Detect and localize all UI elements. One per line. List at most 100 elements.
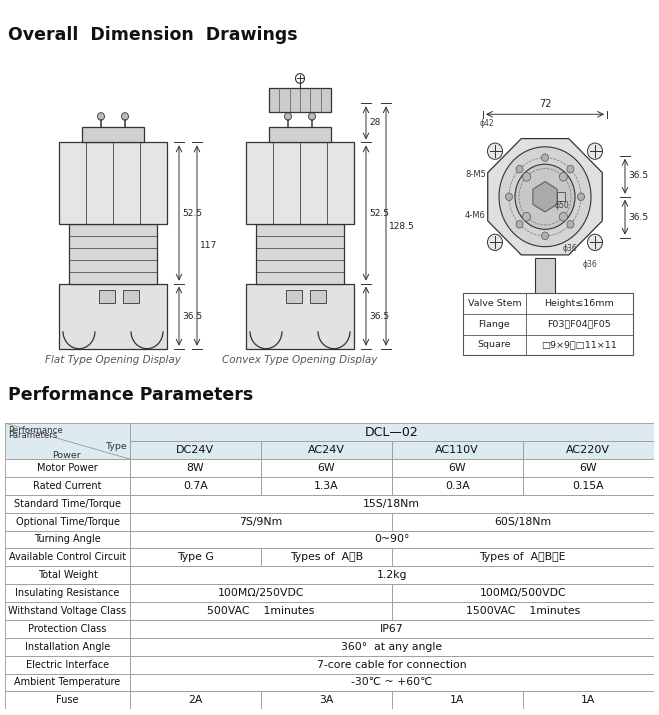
Text: 1A: 1A [450, 696, 465, 705]
Bar [130, 441, 261, 459]
Text: 15S/18Nm: 15S/18Nm [363, 499, 420, 508]
Text: Performance: Performance [9, 426, 63, 435]
Bar [5, 531, 130, 548]
Text: 1.3A: 1.3A [314, 481, 339, 490]
Bar [261, 459, 391, 477]
Bar [523, 459, 654, 477]
Text: Fuse: Fuse [56, 696, 79, 705]
Bar [391, 459, 523, 477]
Bar [391, 477, 523, 495]
Text: 1500VAC    1minutes: 1500VAC 1minutes [466, 606, 580, 616]
Text: Type: Type [105, 442, 127, 450]
Text: Flat Type Opening Display: Flat Type Opening Display [45, 355, 181, 365]
Text: 3A: 3A [319, 696, 333, 705]
Bar [261, 548, 391, 566]
Text: 7-core cable for connection: 7-core cable for connection [317, 660, 467, 669]
Bar [5, 423, 130, 459]
Text: 1A: 1A [581, 696, 596, 705]
Text: 6W: 6W [579, 463, 597, 473]
Text: DCL—02: DCL—02 [365, 425, 418, 439]
Text: 6W: 6W [448, 463, 466, 473]
Bar [391, 548, 654, 566]
Bar [557, 192, 565, 201]
Circle shape [588, 235, 602, 250]
Circle shape [559, 212, 567, 221]
Text: Turning Angle: Turning Angle [34, 535, 101, 544]
Bar [5, 691, 130, 709]
Text: AC110V: AC110V [436, 445, 479, 455]
Bar [130, 602, 391, 620]
Text: 0.15A: 0.15A [573, 481, 604, 490]
Text: Flange: Flange [478, 320, 510, 329]
Circle shape [567, 221, 574, 228]
Text: Electric Interface: Electric Interface [26, 660, 109, 669]
Bar [5, 495, 130, 513]
Text: ϕ36: ϕ36 [563, 244, 578, 253]
Bar [269, 88, 331, 112]
Circle shape [559, 172, 567, 181]
Text: Available Control Circuit: Available Control Circuit [9, 553, 126, 562]
Circle shape [542, 154, 548, 162]
Bar [5, 620, 130, 638]
Circle shape [516, 165, 523, 173]
Circle shape [542, 232, 548, 240]
Bar [59, 284, 167, 349]
Bar [523, 691, 654, 709]
Bar [5, 584, 130, 602]
Bar [82, 127, 144, 142]
Text: 36.5: 36.5 [369, 312, 389, 320]
Bar [130, 423, 654, 441]
Bar [5, 566, 130, 584]
Circle shape [488, 143, 503, 159]
Text: ϕ42: ϕ42 [480, 119, 495, 128]
Text: Type G: Type G [177, 553, 214, 562]
Text: 28: 28 [369, 119, 380, 127]
Text: Height≤16mm: Height≤16mm [544, 299, 614, 308]
Bar [130, 638, 654, 656]
Text: Optional Time/Torque: Optional Time/Torque [16, 517, 119, 526]
Bar [130, 656, 654, 674]
Text: 52.5: 52.5 [369, 209, 389, 217]
Bar [261, 691, 391, 709]
Circle shape [121, 113, 129, 120]
Text: 0~90°: 0~90° [374, 535, 409, 544]
Bar [391, 602, 654, 620]
Text: 7S/9Nm: 7S/9Nm [239, 517, 283, 526]
Text: 117: 117 [200, 241, 217, 250]
Bar [130, 620, 654, 638]
Bar [130, 674, 654, 691]
Text: 100MΩ/500VDC: 100MΩ/500VDC [480, 588, 566, 598]
Text: 0.7A: 0.7A [183, 481, 208, 490]
Text: Rated Current: Rated Current [33, 481, 101, 490]
Bar [391, 584, 654, 602]
Text: Total Weight: Total Weight [38, 571, 98, 580]
Bar [5, 656, 130, 674]
Text: ϕ50: ϕ50 [555, 201, 570, 209]
Text: 36.5: 36.5 [628, 213, 648, 222]
Bar [130, 548, 261, 566]
Text: Parameters: Parameters [9, 431, 58, 440]
Text: Valve Stem: Valve Stem [468, 299, 521, 308]
Bar [5, 548, 130, 566]
Bar [391, 441, 523, 459]
Text: Installation Angle: Installation Angle [25, 642, 110, 651]
Bar [130, 566, 654, 584]
Text: AC24V: AC24V [308, 445, 345, 455]
Text: Square: Square [478, 340, 511, 350]
Bar [391, 691, 523, 709]
Bar [5, 477, 130, 495]
Bar [130, 477, 261, 495]
Text: Motor Power: Motor Power [37, 463, 98, 473]
Text: 0.3A: 0.3A [445, 481, 470, 490]
Bar [261, 477, 391, 495]
Text: 52.5: 52.5 [182, 209, 202, 217]
Circle shape [308, 113, 316, 120]
Circle shape [577, 193, 585, 200]
Circle shape [499, 147, 591, 247]
Circle shape [523, 172, 530, 181]
Bar [5, 674, 130, 691]
Bar [130, 495, 654, 513]
Text: Types of  A、B、E: Types of A、B、E [480, 553, 566, 562]
Text: 36.5: 36.5 [182, 312, 202, 320]
Text: Power: Power [53, 450, 81, 460]
